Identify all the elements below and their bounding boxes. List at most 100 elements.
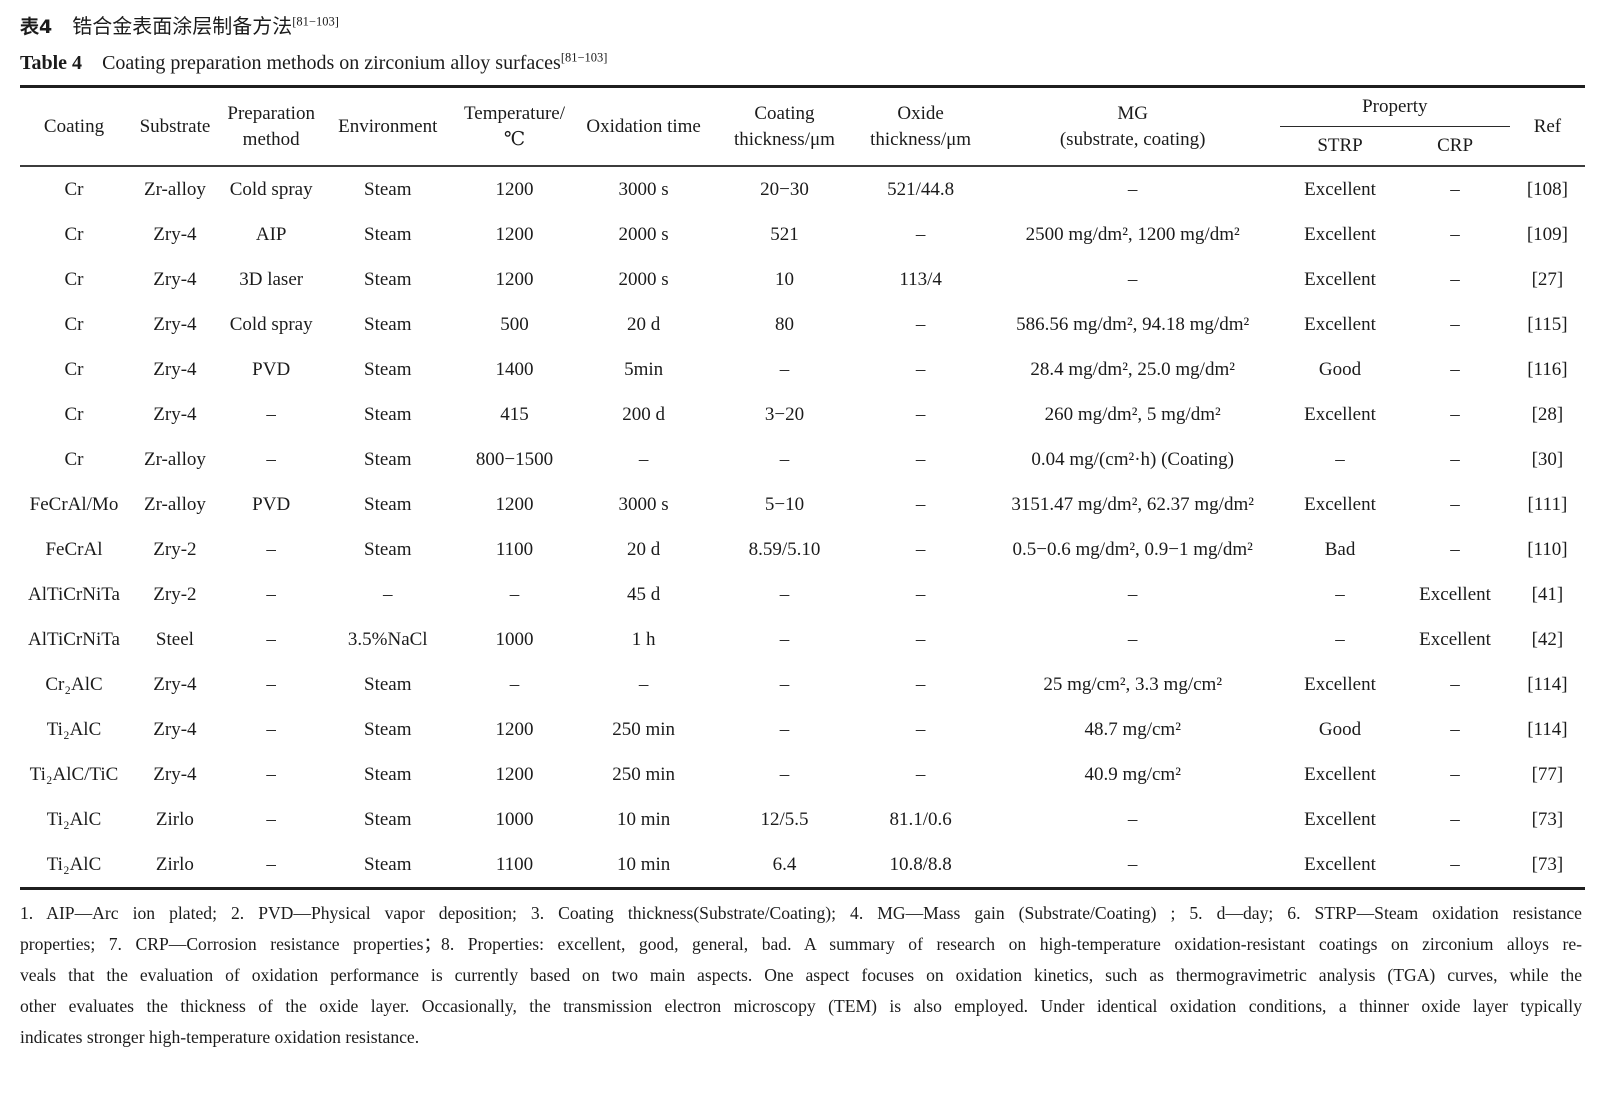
table-cell: [73] (1531, 853, 1564, 875)
table-cell: 45 d (627, 583, 661, 605)
table-cell: [114] (1527, 718, 1568, 740)
table-cell: – (266, 583, 276, 605)
table-cell: Cold spray (229, 313, 313, 335)
table-cell: Excellent (1304, 673, 1376, 695)
table-cell: [116] (1527, 358, 1568, 380)
table-cell: – (509, 583, 520, 605)
table-row: Ti₂AlC Zirlo – Steam 1100 10 min 6.4 10.8/8.8 – E… (20, 842, 1585, 889)
table-cell: 3.5%NaCl (347, 628, 428, 650)
table-cell: 0.04 mg/(cm²·h) (Coating) (1031, 448, 1234, 470)
table-cell: 1200 (495, 718, 534, 740)
col-header-oxide-thickness-line2: thickness/μm (870, 128, 972, 150)
table-cell: – (1450, 358, 1460, 380)
table-cell: 250 min (612, 718, 676, 740)
table-cell: – (779, 673, 790, 695)
table-cell: AlTiCrNiTa (28, 583, 120, 605)
table-cell: 1200 (495, 268, 534, 290)
table-cell: Zry-4 (153, 763, 197, 785)
table-cell: Cr (64, 403, 84, 425)
table-cell: – (1450, 493, 1460, 515)
table-cell: – (1450, 808, 1460, 830)
table-cell: AlTiCrNiTa (28, 628, 120, 650)
table-cell: Good (1318, 718, 1362, 740)
table-row: Ti₂AlC/TiC Zry-4 – Steam 1200 250 min – – 40.9 m… (20, 752, 1585, 797)
table-cell: 521/44.8 (887, 178, 955, 200)
table-caption-zh: 锆合金表面涂层制备方法 (72, 16, 293, 38)
table-row: Cr Zry-4 Cold spray Steam 500 20 d 80 – 586.56 m… (20, 302, 1585, 347)
table-caption-en: Coating preparation methods on zirconium… (102, 52, 561, 74)
citation-en: [81−103] (560, 50, 608, 65)
table-cell: [42] (1531, 628, 1564, 650)
table-cell: [109] (1526, 223, 1568, 245)
table-cell: 5min (624, 358, 664, 380)
table-cell: Cr (64, 313, 84, 335)
table-cell: – (266, 448, 276, 470)
table-cell: Excellent (1419, 628, 1491, 650)
table-cell: Excellent (1304, 403, 1376, 425)
table-cell: – (638, 448, 649, 470)
table-cell: – (779, 628, 790, 650)
table-cell: – (266, 763, 276, 785)
table-cell: Zry-4 (153, 403, 197, 425)
table-cell: – (1335, 448, 1345, 470)
table-cell: [110] (1527, 538, 1568, 560)
table-cell: Cr (64, 448, 84, 470)
table-cell: Excellent (1304, 268, 1376, 290)
table-cell: – (1127, 808, 1138, 830)
table-cell: 5−10 (764, 493, 805, 515)
table-cell: – (1335, 583, 1345, 605)
table-cell: 1100 (495, 853, 534, 875)
table-cell: Zry-2 (153, 538, 197, 560)
table-cell: 0.5−0.6 mg/dm², 0.9−1 mg/dm² (1012, 538, 1253, 560)
table-row: FeCrAl Zry-2 – Steam 1100 20 d 8.59/5.10 – 0.5−0… (20, 527, 1585, 572)
table-cell: Excellent (1419, 583, 1491, 605)
table-cell: Steam (364, 268, 412, 290)
table-cell: – (1450, 853, 1460, 875)
table-cell: AIP (255, 223, 287, 245)
table-cell: Steam (364, 853, 412, 875)
col-header-strp: STRP (1317, 135, 1363, 156)
table-cell: – (915, 583, 926, 605)
table-cell: PVD (252, 493, 291, 515)
col-header-coating-thickness-line1: Coating (754, 102, 815, 124)
table-cell: – (266, 673, 276, 695)
table-cell: Steam (364, 763, 412, 785)
table-cell: [30] (1531, 448, 1564, 470)
table-cell: – (1450, 673, 1460, 695)
table-cell: – (266, 718, 276, 740)
table-cell: Steam (364, 538, 412, 560)
table-cell: 415 (500, 403, 529, 425)
table-cell: Cr (64, 358, 84, 380)
table-body: Cr Zr-alloy Cold spray Steam 1200 3000 s 20−30… (20, 166, 1585, 889)
col-header-oxide-thickness: Oxide thickness/μm (856, 87, 986, 167)
table-cell: FeCrAl/Mo (29, 493, 119, 515)
table-cell: – (266, 853, 276, 875)
col-header-preparation-method: Preparation method (222, 87, 321, 167)
table-row: AlTiCrNiTa Steel – 3.5%NaCl 1000 1 h – – – – Excel… (20, 617, 1585, 662)
table-cell: Steam (364, 718, 412, 740)
table-cell: – (779, 358, 790, 380)
table-cell: 1000 (495, 628, 534, 650)
citation-zh: [81−103] (292, 14, 339, 29)
table-cell: Excellent (1304, 853, 1376, 875)
table-cell: Excellent (1304, 808, 1376, 830)
col-header-coating-thickness-line2: thickness/μm (733, 128, 835, 150)
table-cell: 3151.47 mg/dm², 62.37 mg/dm² (1011, 493, 1254, 515)
table-cell: 1100 (495, 538, 534, 560)
table-cell: 12/5.5 (760, 808, 809, 830)
table-cell: [77] (1531, 763, 1564, 785)
table-cell: Zr-alloy (143, 178, 206, 200)
table-cell: Steam (364, 493, 412, 515)
table-cell: – (779, 583, 790, 605)
col-header-property: Property (1279, 86, 1510, 127)
footnote-line: indicates stronger high-temperature oxid… (20, 1027, 420, 1047)
table-cell: 10 min (616, 808, 671, 830)
col-header-crp: CRP (1437, 135, 1474, 156)
table-cell: 2000 s (618, 223, 669, 245)
table-cell: Ti₂AlC (46, 808, 102, 830)
table-cell: 260 mg/dm², 5 mg/dm² (1044, 403, 1221, 425)
table-cell: [27] (1531, 268, 1564, 290)
col-header-temperature-line1: Temperature/ (464, 102, 566, 124)
table-label-zh: 表4 (20, 16, 53, 38)
